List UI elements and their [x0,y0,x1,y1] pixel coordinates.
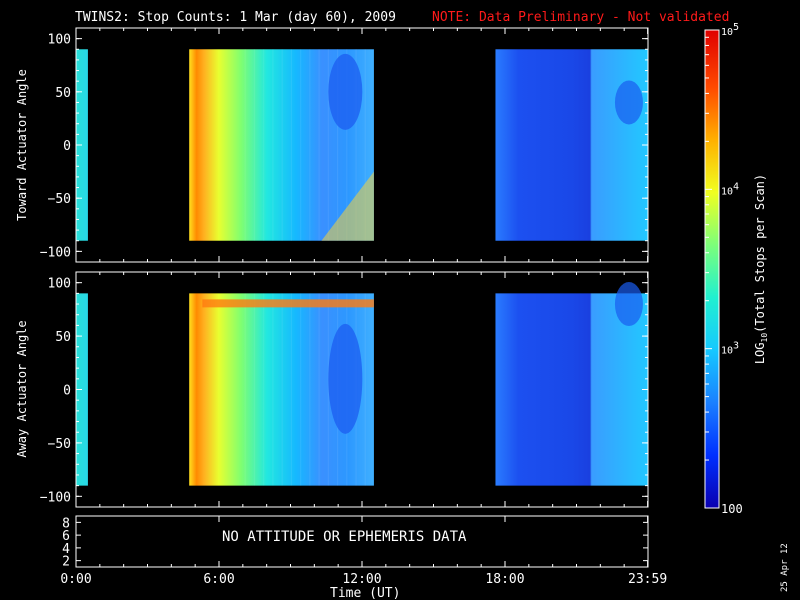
toward-y-label: Toward Actuator Angle [15,69,29,221]
away-ytick-label: 100 [48,277,71,292]
toward-ytick-label: 100 [48,33,71,48]
colorbar-label: LOG10(Total Stops per Scan) [753,174,769,364]
toward-streak [309,49,311,241]
away-streak [364,293,366,486]
toward-minimum-feature [328,53,363,130]
toward-streak [327,49,329,241]
toward-streak [300,49,302,241]
away-streak [318,293,320,486]
colorbar-tick-label: 105 [721,22,739,38]
ephemeris-ytick-label: 2 [62,555,70,570]
away-ytick-label: −100 [40,490,71,505]
away-ytick-label: 0 [63,384,71,399]
x-axis-label: Time (UT) [330,586,400,600]
colorbar-label-log: LOG [753,342,767,364]
away-late-feature [614,282,643,327]
colorbar-label-base: 10 [760,333,769,343]
away-streak [253,293,256,486]
ephemeris-message: NO ATTITUDE OR EPHEMERIS DATA [222,529,467,545]
colorbar-tick-label: 104 [721,181,739,197]
toward-ytick-label: 50 [55,86,71,101]
ephemeris-ytick-label: 8 [62,516,70,531]
x-tick-label: 23:59 [628,572,667,587]
colorbar-tick-label: 100 [721,502,743,516]
toward-streak [355,49,357,241]
toward-streak [364,49,366,241]
toward-ytick-label: −100 [40,245,71,260]
away-streak [263,293,265,486]
away-streak [272,293,274,486]
away-streak [327,293,329,486]
toward-streak [263,49,265,241]
toward-streak [272,49,274,241]
away-data-segment [495,293,648,486]
toward-data-segment [495,49,648,241]
x-tick-label: 12:00 [342,572,381,587]
toward-streak [281,49,283,241]
toward-streak [244,49,246,241]
away-top-band [202,299,374,308]
x-tick-label: 0:00 [60,572,91,587]
toward-streak [318,49,320,241]
ephemeris-ytick-label: 6 [62,529,70,544]
colorbar [704,29,720,509]
toward-streak [336,49,339,241]
away-streak [244,293,246,486]
colorbar-label-rest: (Total Stops per Scan) [753,174,767,333]
away-minimum-feature [328,323,363,434]
date-stamp: 25 Apr 12 [780,543,790,592]
away-y-label: Away Actuator Angle [15,320,29,457]
toward-ytick-label: 0 [63,139,71,154]
toward-streak [253,49,256,241]
away-ytick-label: 50 [55,330,71,345]
preliminary-note: NOTE: Data Preliminary - Not validated [432,10,729,25]
toward-streak [346,49,348,241]
x-tick-label: 18:00 [485,572,524,587]
away-ytick-label: −50 [48,437,71,452]
away-streak [309,293,311,486]
x-tick-label: 6:00 [203,572,234,587]
toward-late-feature [614,80,643,125]
toward-warm-wedge [321,171,374,241]
ephemeris-ytick-label: 4 [62,542,70,557]
away-streak [281,293,283,486]
toward-ytick-label: −50 [48,192,71,207]
chart-title: TWINS2: Stop Counts: 1 Mar (day 60), 200… [75,10,396,25]
away-streak [300,293,302,486]
toward-streak [290,49,292,241]
away-streak [290,293,292,486]
colorbar-tick-label: 103 [721,341,739,357]
